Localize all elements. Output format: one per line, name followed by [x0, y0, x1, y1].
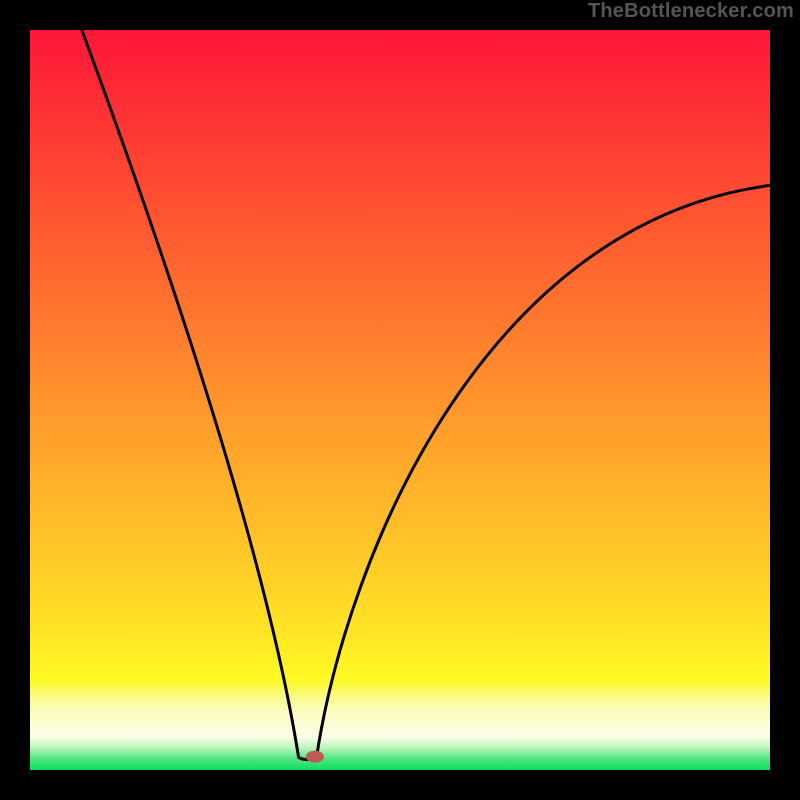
chart-container: TheBottlenecker.com	[0, 0, 800, 800]
optimal-marker	[306, 751, 324, 763]
bottleneck-chart	[0, 0, 800, 800]
plot-area	[30, 30, 770, 770]
